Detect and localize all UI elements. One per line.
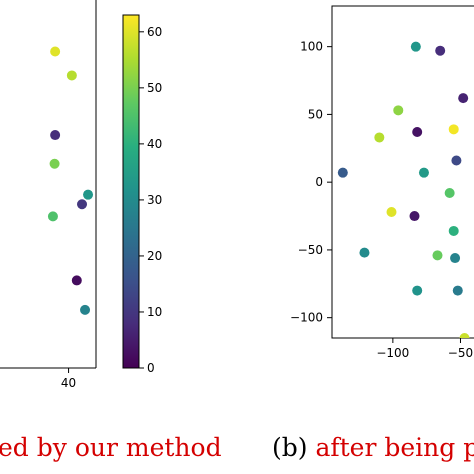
caption-a: ed by our method (0, 433, 222, 462)
colorbar-tick-label-2: 20 (147, 249, 162, 263)
right-point-16 (450, 253, 461, 264)
left-point-8 (80, 304, 91, 315)
right-y-tick-label-4: 100 (300, 40, 323, 54)
right-point-5 (374, 132, 385, 143)
colorbar-tick-label-0: 0 (147, 361, 155, 375)
right-y-tick-label-3: 50 (308, 107, 323, 121)
left-point-1 (66, 70, 77, 81)
right-point-6 (412, 127, 423, 138)
right-x-tick-label-0: −100 (376, 346, 409, 360)
right-point-1 (435, 45, 446, 56)
right-y-tick-label-2: 0 (315, 175, 323, 189)
right-point-12 (409, 211, 420, 222)
right-x-ticks: −100 −50 (376, 338, 473, 360)
right-point-4 (448, 124, 459, 135)
caption-a-text: ed by our method (0, 433, 222, 462)
right-plot-frame (331, 5, 474, 339)
colorbar-tick-label-4: 40 (147, 137, 162, 151)
left-point-0 (50, 46, 61, 57)
colorbar-tick-label-6: 60 (147, 25, 162, 39)
right-point-15 (432, 250, 443, 261)
right-point-14 (359, 247, 370, 258)
left-x-tick-label-0: 40 (61, 376, 76, 390)
left-point-6 (47, 211, 58, 222)
caption-b: (b) after being p (272, 433, 474, 462)
right-point-8 (337, 167, 348, 178)
left-point-5 (77, 199, 88, 210)
colorbar-ticks: 0 10 20 30 40 50 60 (139, 25, 162, 375)
right-point-10 (444, 188, 455, 199)
right-point-3 (393, 105, 404, 116)
colorbar-tick-label-1: 10 (147, 305, 162, 319)
left-scatter-points (47, 46, 94, 315)
left-point-4 (83, 189, 94, 200)
colorbar-tick-label-5: 50 (147, 81, 162, 95)
left-scatter-panel: 40 (0, 0, 97, 390)
right-point-0 (410, 41, 421, 52)
right-point-9 (418, 167, 429, 178)
right-y-ticks: −100 −50 0 50 100 (290, 40, 332, 325)
left-x-ticks: 40 (61, 368, 76, 390)
right-y-tick-label-1: −50 (298, 243, 323, 257)
right-point-18 (452, 285, 463, 296)
right-point-7 (451, 155, 462, 166)
caption-b-label: (b) (272, 433, 308, 462)
left-point-2 (50, 130, 61, 141)
right-y-tick-label-0: −100 (290, 311, 323, 325)
right-point-11 (386, 206, 397, 217)
right-scatter-points (337, 41, 470, 338)
left-point-7 (71, 275, 82, 286)
left-point-3 (49, 158, 60, 169)
colorbar: 0 10 20 30 40 50 60 (122, 14, 162, 375)
right-point-13 (448, 225, 459, 236)
colorbar-gradient (122, 14, 140, 369)
right-scatter-panel: −100 −50 0 50 100 −100 −50 (290, 5, 474, 360)
colorbar-tick-label-3: 30 (147, 193, 162, 207)
right-point-17 (412, 285, 423, 296)
right-point-19 (459, 333, 470, 338)
right-point-2 (458, 93, 469, 104)
caption-b-text: after being p (315, 433, 474, 462)
right-x-tick-label-1: −50 (448, 346, 473, 360)
